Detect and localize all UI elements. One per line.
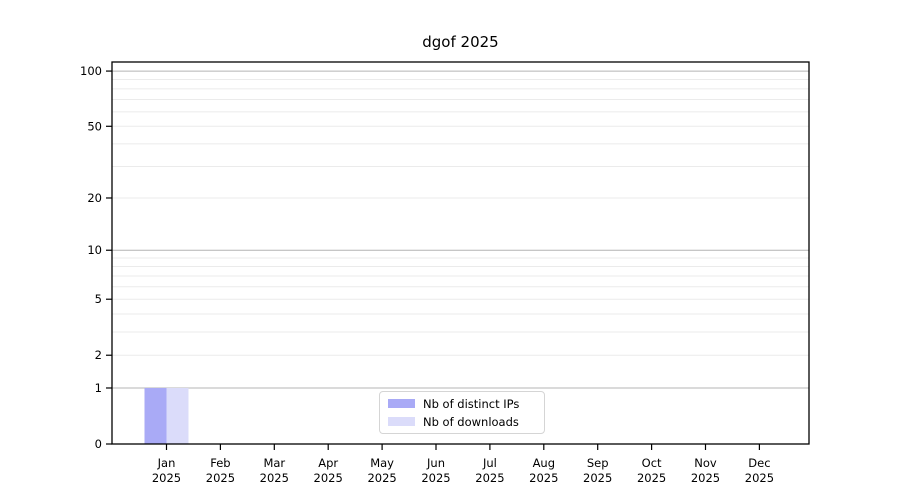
x-tick-label-year: 2025	[206, 471, 235, 485]
chart-legend: Nb of distinct IPs Nb of downloads	[379, 391, 545, 434]
legend-entry-distinct-ips: Nb of distinct IPs	[388, 397, 536, 411]
y-tick-label: 20	[87, 191, 102, 205]
x-tick-label-month: Aug	[533, 456, 555, 470]
x-tick-label-month: May	[370, 456, 394, 470]
x-tick-label-month: Apr	[318, 456, 338, 470]
x-tick-label-month: Nov	[694, 456, 717, 470]
y-tick-label: 5	[95, 292, 102, 306]
legend-label-downloads: Nb of downloads	[423, 414, 519, 429]
x-tick-label-year: 2025	[152, 471, 181, 485]
y-tick-label: 0	[95, 437, 102, 451]
x-tick-label-month: Dec	[748, 456, 770, 470]
chart-title: dgof 2025	[422, 33, 499, 51]
x-tick-label-year: 2025	[691, 471, 720, 485]
bar-downloads	[166, 387, 189, 444]
x-tick-label-month: Mar	[263, 456, 285, 470]
x-tick-label-month: Oct	[642, 456, 662, 470]
x-tick-label-year: 2025	[529, 471, 558, 485]
x-tick-label-year: 2025	[421, 471, 450, 485]
x-tick-label-month: Feb	[210, 456, 230, 470]
x-tick-label-year: 2025	[367, 471, 396, 485]
x-tick-label-year: 2025	[745, 471, 774, 485]
legend-entry-downloads: Nb of downloads	[388, 415, 536, 429]
legend-label-distinct-ips: Nb of distinct IPs	[423, 396, 520, 411]
x-tick-label-year: 2025	[583, 471, 612, 485]
y-tick-label: 2	[95, 348, 102, 362]
x-tick-label-month: Sep	[587, 456, 609, 470]
x-tick-label-month: Jan	[157, 456, 176, 470]
x-tick-label-year: 2025	[637, 471, 666, 485]
legend-swatch-downloads	[388, 417, 415, 426]
bar-distinct-ips	[144, 387, 167, 444]
y-tick-label: 50	[87, 119, 102, 133]
x-tick-label-month: Jul	[482, 456, 497, 470]
plot-border	[111, 61, 810, 445]
x-tick-label-year: 2025	[314, 471, 343, 485]
x-tick-label-month: Jun	[426, 456, 445, 470]
y-tick-label: 1	[95, 381, 102, 395]
y-tick-label: 100	[80, 64, 102, 78]
x-tick-label-year: 2025	[260, 471, 289, 485]
x-tick-label-year: 2025	[475, 471, 504, 485]
legend-swatch-distinct-ips	[388, 399, 415, 408]
y-tick-label: 10	[87, 243, 102, 257]
